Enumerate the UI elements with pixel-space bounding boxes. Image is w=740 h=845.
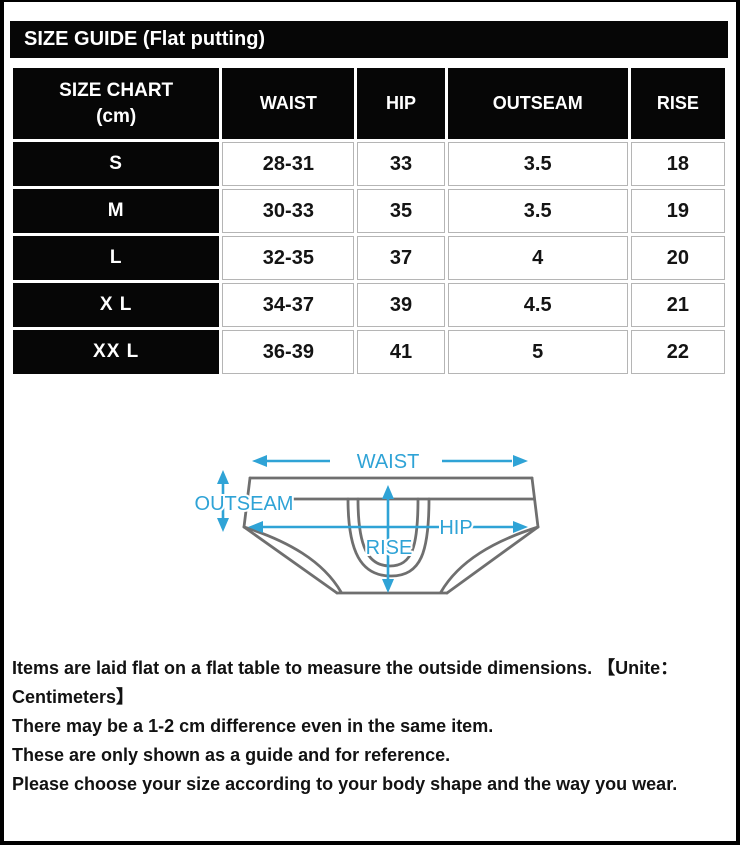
cell-waist: 28-31 (222, 142, 355, 186)
table-row: X L 34-37 39 4.5 21 (13, 283, 725, 327)
cell-hip: 37 (357, 236, 445, 280)
diagram-outseam-label: OUTSEAM (195, 493, 294, 515)
size-chart-table: SIZE CHART (cm) WAIST HIP OUTSEAM RISE S… (10, 65, 728, 377)
cell-hip: 39 (357, 283, 445, 327)
header-hip: HIP (357, 68, 445, 139)
note-line: Please choose your size according to you… (12, 774, 678, 794)
cell-hip: 41 (357, 330, 445, 374)
cell-outseam: 4.5 (447, 283, 628, 327)
cell-outseam: 5 (447, 330, 628, 374)
cell-rise: 22 (630, 330, 725, 374)
briefs-outline (242, 476, 540, 595)
waist-arrow (252, 455, 528, 467)
cell-hip: 35 (357, 189, 445, 233)
cell-size: M (13, 189, 220, 233)
page-title: SIZE GUIDE (Flat putting) (24, 28, 266, 50)
table-row: M 30-33 35 3.5 19 (13, 189, 725, 233)
note-line: Items are laid flat on a flat table to m… (12, 658, 679, 678)
measurement-diagram: WAIST OUTSEAM HIP RISE (193, 449, 540, 595)
diagram-hip-label: HIP (439, 517, 472, 539)
cell-outseam: 4 (447, 236, 628, 280)
header-size-chart-line2: (cm) (96, 105, 137, 127)
cell-rise: 19 (630, 189, 725, 233)
cell-rise: 18 (630, 142, 725, 186)
header-size-chart: SIZE CHART (cm) (13, 68, 220, 139)
cell-rise: 20 (630, 236, 725, 280)
cell-rise: 21 (630, 283, 725, 327)
note-line: Centimeters】 (12, 687, 135, 707)
cell-size: X L (13, 283, 220, 327)
diagram-waist-label: WAIST (357, 451, 420, 473)
table-row: XX L 36-39 41 5 22 (13, 330, 725, 374)
note-line: These are only shown as a guide and for … (12, 745, 451, 765)
header-size-chart-line1: SIZE CHART (59, 79, 174, 101)
cell-waist: 32-35 (222, 236, 355, 280)
note-line: There may be a 1-2 cm difference even in… (12, 716, 494, 736)
cell-size: L (13, 236, 220, 280)
measurement-notes: Items are laid flat on a flat table to m… (12, 654, 736, 799)
diagram-rise-label: RISE (366, 537, 413, 559)
cell-hip: 33 (357, 142, 445, 186)
cell-outseam: 3.5 (447, 142, 628, 186)
cell-waist: 36-39 (222, 330, 355, 374)
table-header-row: SIZE CHART (cm) WAIST HIP OUTSEAM RISE (13, 68, 725, 139)
rise-arrow (382, 485, 394, 593)
cell-size: S (13, 142, 220, 186)
outseam-arrow (217, 470, 229, 532)
header-waist: WAIST (222, 68, 355, 139)
header-rise: RISE (630, 68, 725, 139)
cell-size: XX L (13, 330, 220, 374)
cell-waist: 34-37 (222, 283, 355, 327)
cell-waist: 30-33 (222, 189, 355, 233)
cell-outseam: 3.5 (447, 189, 628, 233)
table-row: S 28-31 33 3.5 18 (13, 142, 725, 186)
title-bar: SIZE GUIDE (Flat putting) (10, 21, 728, 58)
header-outseam: OUTSEAM (447, 68, 628, 139)
table-row: L 32-35 37 4 20 (13, 236, 725, 280)
